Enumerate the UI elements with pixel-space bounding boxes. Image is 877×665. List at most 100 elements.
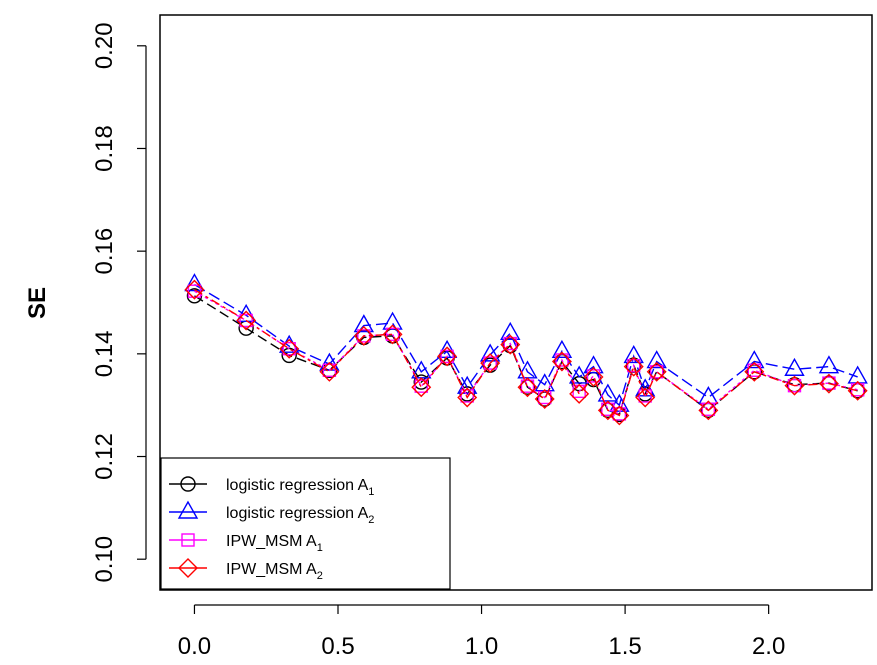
- y-axis-label: SE: [24, 287, 51, 319]
- data-point: [483, 356, 497, 370]
- data-point: [479, 343, 501, 362]
- legend-marker: [177, 500, 199, 519]
- legend-label-text: IPW_MSM A: [226, 533, 317, 550]
- data-point: [818, 355, 840, 374]
- data-point: [413, 374, 429, 390]
- x-tick-label: 1.0: [465, 633, 498, 660]
- data-point: [480, 353, 501, 374]
- data-point: [609, 405, 630, 426]
- legend-label-text: logistic regression A: [226, 505, 369, 522]
- data-point: [440, 349, 454, 364]
- data-point: [500, 321, 521, 341]
- data-point: [503, 336, 517, 351]
- data-point: [411, 377, 432, 398]
- data-point: [701, 402, 716, 416]
- data-point: [646, 361, 667, 382]
- data-point: [282, 342, 296, 356]
- series-2: [184, 273, 868, 412]
- data-point: [818, 373, 839, 394]
- data-point: [646, 350, 667, 369]
- data-point: [551, 339, 573, 358]
- y-axis: 0.10 0.12 0.14 0.16 0.18 0.20: [91, 22, 147, 583]
- data-point: [623, 344, 644, 364]
- data-point: [437, 346, 458, 367]
- data-point: [322, 363, 337, 377]
- data-point: [609, 393, 630, 412]
- data-point: [236, 310, 257, 331]
- data-point: [635, 387, 656, 408]
- x-tick-label: 0.5: [321, 633, 354, 660]
- data-point: [457, 387, 478, 408]
- data-point: [517, 377, 538, 398]
- data-point: [847, 365, 868, 384]
- data-point: [784, 357, 805, 376]
- data-point: [822, 376, 836, 390]
- x-axis: 0.0 0.5 1.0 1.5 2.0: [178, 604, 785, 660]
- y-tick-label: 0.10: [91, 536, 118, 583]
- data-point: [597, 400, 618, 421]
- data-point: [382, 311, 403, 330]
- data-point: [623, 356, 644, 377]
- data-point: [744, 350, 765, 369]
- data-point: [382, 324, 403, 345]
- data-point: [583, 355, 604, 374]
- data-point: [414, 379, 428, 393]
- y-tick-label: 0.20: [91, 22, 118, 69]
- data-point: [555, 353, 569, 367]
- series-4: [184, 279, 868, 426]
- data-point: [551, 351, 572, 372]
- data-point: [235, 303, 257, 323]
- series-layer: [184, 273, 868, 426]
- series-3: [187, 284, 865, 421]
- legend-label-text: logistic regression A: [226, 477, 369, 494]
- x-tick-label: 2.0: [752, 633, 785, 660]
- data-point: [784, 375, 805, 396]
- data-point: [279, 338, 300, 359]
- data-point: [627, 358, 641, 373]
- legend-label-subscript: 2: [368, 514, 374, 526]
- data-point: [534, 373, 555, 392]
- plot-frame: [159, 14, 873, 591]
- legend-label-text: IPW_MSM A: [226, 561, 317, 578]
- legend-label: logistic regression A1: [226, 477, 374, 498]
- data-point: [744, 361, 765, 382]
- y-tick-label: 0.16: [91, 228, 118, 275]
- data-point: [538, 390, 552, 405]
- data-point: [597, 383, 619, 402]
- data-point: [319, 361, 340, 382]
- data-point: [187, 284, 202, 298]
- data-point: [184, 273, 205, 292]
- data-point: [184, 279, 205, 300]
- data-point: [353, 325, 374, 346]
- data-point: [520, 379, 535, 393]
- data-point: [568, 365, 590, 384]
- legend-label: IPW_MSM A2: [226, 561, 323, 582]
- legend-label: IPW_MSM A1: [226, 533, 323, 554]
- data-point: [648, 364, 665, 380]
- data-point: [649, 365, 664, 379]
- data-point: [637, 386, 653, 402]
- data-point: [385, 327, 400, 342]
- y-tick-label: 0.18: [91, 125, 118, 172]
- legend-box: [160, 457, 451, 590]
- data-point: [534, 389, 555, 410]
- y-tick-label: 0.14: [91, 330, 118, 377]
- data-point: [456, 375, 478, 394]
- legend-label-subscript: 1: [317, 542, 323, 554]
- data-point: [460, 389, 474, 403]
- data-point: [638, 389, 652, 403]
- legend-label-subscript: 1: [368, 486, 374, 498]
- x-tick-label: 0.0: [178, 633, 211, 660]
- y-tick-label: 0.12: [91, 433, 118, 480]
- legend-label-subscript: 2: [317, 570, 323, 582]
- legend-label: logistic regression A2: [226, 505, 374, 526]
- legend-marker: [180, 476, 196, 492]
- data-point: [517, 360, 538, 379]
- data-point: [747, 363, 761, 377]
- data-point: [847, 380, 868, 401]
- data-point: [239, 313, 253, 328]
- data-point: [353, 314, 375, 333]
- data-point: [583, 366, 604, 387]
- data-point: [698, 400, 719, 421]
